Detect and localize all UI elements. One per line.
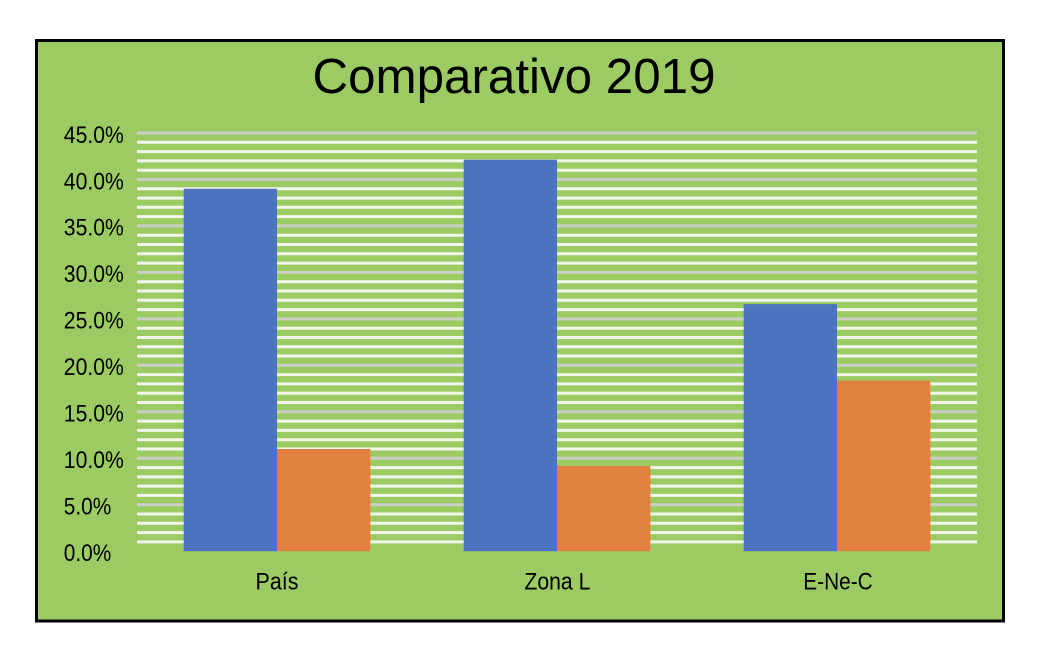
- svg-text:30.0%: 30.0%: [64, 261, 124, 288]
- svg-text:10.0%: 10.0%: [64, 447, 124, 474]
- svg-text:E-Ne-C: E-Ne-C: [803, 568, 873, 595]
- svg-text:40.0%: 40.0%: [64, 168, 124, 195]
- svg-text:Comparativo 2019: Comparativo 2019: [313, 49, 716, 104]
- svg-text:35.0%: 35.0%: [64, 215, 124, 242]
- svg-text:5.0%: 5.0%: [64, 494, 112, 521]
- svg-text:20.0%: 20.0%: [64, 354, 124, 381]
- svg-text:Zona L: Zona L: [524, 568, 590, 595]
- svg-text:25.0%: 25.0%: [64, 308, 124, 335]
- svg-text:15.0%: 15.0%: [64, 401, 124, 428]
- svg-text:País: País: [256, 568, 299, 595]
- svg-text:0.0%: 0.0%: [64, 540, 112, 567]
- svg-text:45.0%: 45.0%: [64, 122, 124, 149]
